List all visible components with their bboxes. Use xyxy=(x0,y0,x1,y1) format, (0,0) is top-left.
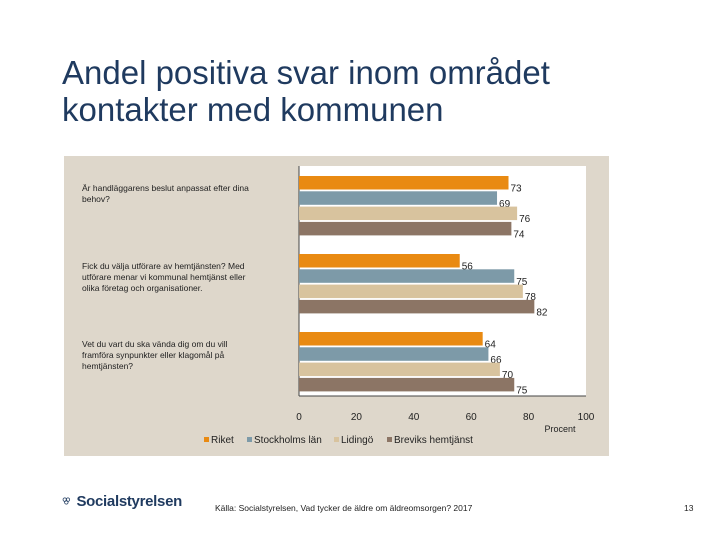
bar-riket xyxy=(299,176,509,190)
category-label: Fick du välja utförare av hemtjänsten? M… xyxy=(82,261,246,293)
data-label: 70 xyxy=(502,370,514,381)
page-title: Andel positiva svar inom området kontakt… xyxy=(62,54,550,128)
legend-swatch xyxy=(387,437,392,442)
data-label: 76 xyxy=(519,214,531,225)
category-label: Vet du vart du ska vända dig om du vill f… xyxy=(82,339,228,371)
legend-label: Lidingö xyxy=(341,435,374,446)
bar-riket xyxy=(299,254,460,268)
data-label: 75 xyxy=(516,385,528,396)
bar-stockholms-l-n xyxy=(299,191,498,205)
data-label: 78 xyxy=(525,292,537,303)
data-label: 75 xyxy=(516,277,528,288)
legend-label: Breviks hemtjänst xyxy=(394,435,473,446)
bar-riket xyxy=(299,332,483,346)
bar-liding- xyxy=(299,362,500,377)
x-tick-label: 60 xyxy=(466,412,478,423)
bar-stockholms-l-n xyxy=(299,269,515,283)
bar-breviks-hemtj-nst xyxy=(299,221,512,236)
socialstyrelsen-logo-icon xyxy=(62,497,71,505)
legend-swatch xyxy=(204,437,209,442)
data-label: 66 xyxy=(490,355,502,366)
data-label: 69 xyxy=(499,199,511,210)
bar-liding- xyxy=(299,206,518,221)
data-label: 74 xyxy=(513,229,525,240)
legend-label: Stockholms län xyxy=(254,435,322,446)
x-tick-label: 40 xyxy=(408,412,420,423)
bar-chart: Är handläggarens beslut anpassat efter d… xyxy=(82,166,595,446)
category-label: Är handläggarens beslut anpassat efter d… xyxy=(82,183,249,204)
bar-liding- xyxy=(299,284,523,299)
logo: Socialstyrelsen xyxy=(62,486,182,516)
legend-swatch xyxy=(247,437,252,442)
legend-label: Riket xyxy=(211,435,234,446)
bar-breviks-hemtj-nst xyxy=(299,377,515,392)
bar-breviks-hemtj-nst xyxy=(299,299,535,314)
data-label: 73 xyxy=(511,184,523,195)
page-number: 13 xyxy=(684,503,694,513)
chart-panel: Är handläggarens beslut anpassat efter d… xyxy=(64,156,609,456)
x-tick-label: 0 xyxy=(296,412,302,423)
x-tick-label: 80 xyxy=(523,412,535,423)
x-tick-label: 100 xyxy=(578,412,595,423)
bar-stockholms-l-n xyxy=(299,347,489,361)
data-label: 56 xyxy=(462,262,474,273)
data-label: 82 xyxy=(536,307,548,318)
x-tick-label: 20 xyxy=(351,412,363,423)
x-axis-title: Procent xyxy=(544,424,576,434)
logo-text: Socialstyrelsen xyxy=(76,492,182,510)
data-label: 64 xyxy=(485,340,497,351)
legend-swatch xyxy=(334,437,339,442)
source-note: Källa: Socialstyrelsen, Vad tycker de äl… xyxy=(215,503,473,513)
